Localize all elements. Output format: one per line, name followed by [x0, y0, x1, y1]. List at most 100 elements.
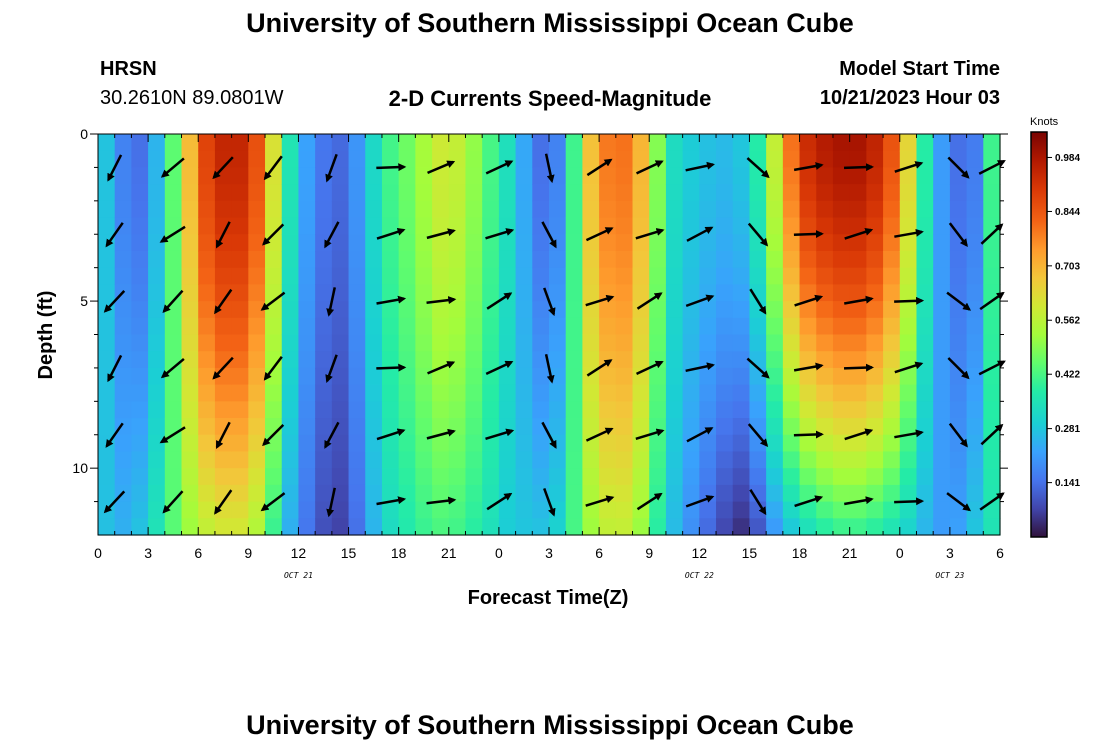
heatmap-cell — [415, 284, 433, 302]
heatmap-cell — [816, 501, 834, 519]
current-vector-arrow — [212, 356, 234, 380]
heatmap-cell — [148, 468, 166, 486]
x-tick-label: 3 — [946, 545, 954, 561]
heatmap-cell — [281, 334, 300, 352]
heatmap-cell — [181, 401, 199, 419]
heatmap-cell — [348, 351, 366, 369]
heatmap-cell — [281, 234, 300, 252]
heatmap-cell — [265, 484, 283, 503]
heatmap-cell — [899, 451, 918, 469]
heatmap-cell — [231, 134, 249, 152]
heatmap-cell — [348, 451, 366, 469]
heatmap-cell — [231, 384, 249, 402]
heatmap-cell — [164, 384, 183, 402]
heatmap-cell — [331, 267, 350, 285]
heatmap-cell — [181, 167, 199, 185]
heatmap-cell — [198, 150, 216, 169]
heatmap-cell — [265, 468, 283, 486]
heatmap-cell — [381, 250, 400, 269]
heatmap-cell — [966, 184, 984, 202]
heatmap-cell — [214, 418, 233, 436]
heatmap-cell — [749, 150, 767, 169]
heatmap-cell — [281, 418, 300, 436]
heatmap-cell — [549, 334, 567, 352]
heatmap-cell — [315, 217, 333, 235]
heatmap-cell — [632, 518, 650, 536]
heatmap-cell — [883, 234, 901, 252]
model-start-label: Model Start Time — [839, 58, 1000, 80]
heatmap-cell — [632, 418, 650, 436]
heatmap-cell — [448, 501, 467, 519]
heatmap-cell — [849, 184, 867, 202]
heatmap-cell — [398, 267, 416, 285]
heatmap-cell — [114, 167, 133, 185]
heatmap-cell — [181, 434, 199, 453]
heatmap-cell — [398, 351, 416, 369]
heatmap-cell — [415, 518, 433, 536]
heatmap-cell — [315, 184, 333, 202]
heatmap-cell — [131, 384, 149, 402]
heatmap-cell — [849, 367, 867, 386]
heatmap-cell — [465, 468, 483, 486]
heatmap-cell — [482, 518, 500, 536]
heatmap-cell — [348, 384, 366, 402]
heatmap-cell — [298, 334, 316, 352]
current-vector-arrow — [260, 291, 286, 311]
heatmap-cell — [849, 501, 867, 519]
heatmap-cell — [114, 334, 133, 352]
heatmap-cell — [582, 317, 600, 336]
heatmap-cell — [933, 184, 951, 202]
heatmap-cell — [883, 267, 901, 285]
heatmap-cell — [866, 518, 884, 536]
heatmap-cell — [816, 401, 834, 419]
current-vector-arrow — [635, 228, 665, 240]
heatmap-cell — [699, 167, 717, 185]
heatmap-cell — [899, 200, 918, 219]
heatmap-cell — [916, 367, 934, 386]
heatmap-cell — [281, 134, 300, 152]
heatmap-cell — [415, 384, 433, 402]
current-vector-arrow — [215, 421, 231, 450]
heatmap-cell — [465, 301, 483, 319]
heatmap-cell — [782, 367, 801, 386]
heatmap-cell — [632, 484, 650, 503]
heatmap-cell — [532, 301, 550, 319]
heatmap-cell — [716, 200, 734, 219]
heatmap-cell — [515, 351, 533, 369]
heatmap-cell — [482, 184, 500, 202]
heatmap-cell — [582, 434, 600, 453]
heatmap-cell — [565, 150, 584, 169]
heatmap-cell — [348, 501, 366, 519]
heatmap-cell — [716, 434, 734, 453]
heatmap-cell — [582, 451, 600, 469]
heatmap-cell — [398, 384, 416, 402]
heatmap-cell — [248, 484, 266, 503]
current-vector-arrow — [376, 496, 407, 506]
heatmap-cell — [816, 301, 834, 319]
heatmap-cell — [732, 301, 751, 319]
current-vector-arrow — [262, 423, 285, 447]
heatmap-cell — [131, 367, 149, 386]
heatmap-cell — [849, 484, 867, 503]
heatmap-cell — [281, 384, 300, 402]
heatmap-cell — [248, 134, 266, 152]
heatmap-cell — [498, 451, 517, 469]
heatmap-cell — [365, 200, 383, 219]
heatmap-cell — [515, 301, 533, 319]
heatmap-cell — [415, 334, 433, 352]
heatmap-cell — [265, 250, 283, 269]
heatmap-cell — [682, 200, 700, 219]
heatmap-cell — [131, 267, 149, 285]
heatmap-cell — [716, 217, 734, 235]
heatmap-cell — [699, 334, 717, 352]
heatmap-cell — [716, 468, 734, 486]
heatmap-cell — [498, 468, 517, 486]
heatmap-cell — [465, 150, 483, 169]
heatmap-cell — [565, 384, 584, 402]
heatmap-cell — [782, 518, 801, 536]
heatmap-cell — [482, 134, 500, 152]
colorbar-tick-label: 0.141 — [1055, 478, 1080, 489]
heatmap-cell — [582, 150, 600, 169]
heatmap-cell — [916, 501, 934, 519]
heatmap-cell — [265, 518, 283, 536]
